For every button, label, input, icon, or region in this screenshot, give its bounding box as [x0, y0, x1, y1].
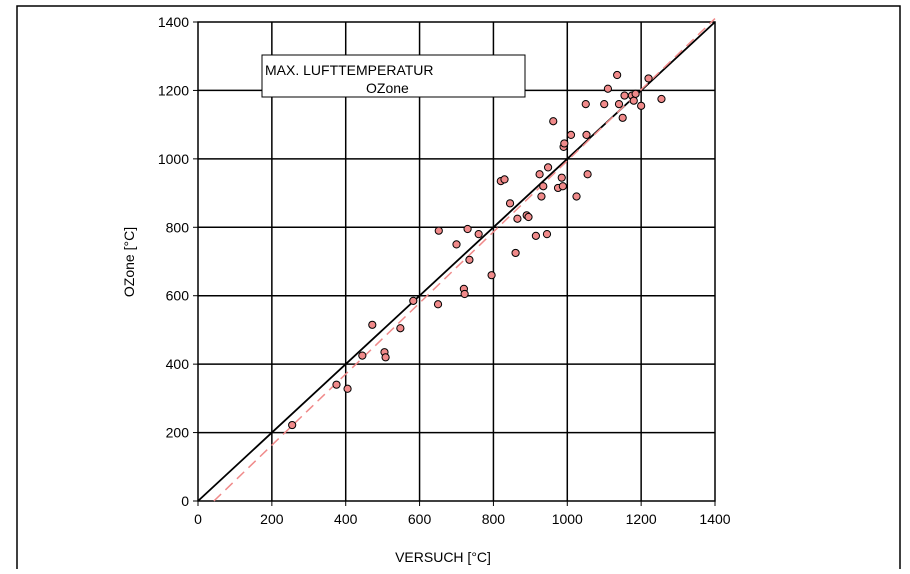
y-tick-label: 1000: [158, 151, 189, 167]
x-tick-label: 0: [194, 511, 202, 527]
x-tick-label: 200: [260, 511, 284, 527]
data-point: [332, 380, 341, 389]
data-point: [434, 226, 443, 235]
title-box-border: [261, 54, 526, 98]
data-point: [535, 170, 544, 179]
data-point: [558, 182, 567, 191]
y-tick-label: 1400: [158, 14, 189, 30]
y-tick-label: 0: [181, 493, 189, 509]
data-point: [572, 192, 581, 201]
data-point: [539, 182, 548, 191]
figure-border: [16, 5, 901, 574]
data-point: [288, 420, 297, 430]
data-point: [396, 324, 405, 333]
y-tick-label: 400: [166, 356, 190, 372]
data-point: [644, 74, 653, 83]
title-box: MAX. LUFTTEMPERATUR OZone: [261, 54, 526, 98]
plot-area: [197, 21, 716, 502]
x-tick-label: 800: [482, 511, 506, 527]
axis-ticks: 0 200 400 600 800 1000 1200 1400 0 200 400 600 800 10…: [158, 14, 731, 527]
data-point: [637, 101, 646, 110]
data-point: [465, 255, 474, 264]
data-point: [368, 320, 377, 329]
data-point: [581, 100, 590, 109]
data-point: [433, 300, 443, 309]
data-points: [288, 70, 666, 430]
data-point: [582, 130, 591, 140]
data-point: [657, 94, 666, 104]
identity-line: [197, 21, 716, 502]
data-point: [543, 163, 553, 172]
data-point: [566, 130, 576, 140]
data-point: [620, 91, 629, 100]
x-tick-label: 400: [334, 511, 358, 527]
data-point: [631, 89, 640, 98]
data-point: [560, 139, 569, 148]
data-point: [629, 96, 638, 105]
y-axis-label: OZone [°C]: [121, 227, 137, 297]
data-point: [474, 230, 483, 239]
data-point: [409, 296, 418, 305]
x-tick-label: 600: [408, 511, 432, 527]
data-point: [537, 192, 546, 201]
data-point: [524, 212, 533, 222]
data-point: [557, 173, 566, 182]
data-point: [505, 199, 515, 208]
x-tick-label: 1200: [626, 511, 657, 527]
data-point: [358, 351, 367, 360]
data-point: [600, 100, 609, 109]
data-point: [531, 231, 540, 240]
data-point: [513, 214, 522, 223]
chart-subtitle: OZone: [366, 80, 409, 96]
data-point: [500, 175, 509, 184]
x-tick-label: 1000: [552, 511, 583, 527]
data-point: [460, 289, 469, 299]
data-point: [511, 248, 520, 258]
data-point: [603, 84, 613, 93]
x-axis-label: VERSUCH [°C]: [395, 549, 491, 565]
data-point: [583, 170, 592, 179]
data-point: [463, 224, 472, 234]
data-point: [614, 100, 624, 109]
data-point: [613, 70, 622, 80]
x-tick-label: 1400: [699, 511, 730, 527]
data-point: [618, 113, 627, 122]
data-point: [487, 271, 496, 280]
data-point: [452, 240, 461, 249]
data-point: [381, 353, 390, 362]
y-tick-label: 800: [166, 219, 190, 235]
data-point: [549, 117, 558, 126]
data-point: [343, 384, 352, 393]
y-tick-label: 200: [166, 425, 190, 441]
y-tick-label: 1200: [158, 82, 189, 98]
y-tick-label: 600: [166, 288, 190, 304]
chart-title: MAX. LUFTTEMPERATUR: [265, 62, 434, 78]
data-point: [542, 230, 552, 239]
